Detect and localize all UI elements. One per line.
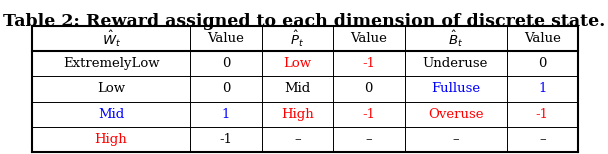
Text: 0: 0 [222,83,230,95]
Text: $\hat{P}_t$: $\hat{P}_t$ [291,28,305,49]
Text: Mid: Mid [284,83,311,95]
Text: Mid: Mid [98,108,124,121]
Text: -1: -1 [362,57,375,70]
Text: High: High [95,133,128,146]
Text: –: – [452,133,459,146]
Text: -1: -1 [536,108,549,121]
Text: $\hat{W}_t$: $\hat{W}_t$ [102,28,120,49]
Text: Table 2: Reward assigned to each dimension of discrete state.: Table 2: Reward assigned to each dimensi… [3,13,605,30]
Text: Value: Value [207,32,244,45]
Text: Low: Low [283,57,311,70]
Text: High: High [281,108,314,121]
Text: -1: -1 [219,133,232,146]
Text: –: – [294,133,301,146]
Text: $\hat{B}_t$: $\hat{B}_t$ [448,28,463,49]
Text: -1: -1 [362,108,375,121]
Text: 0: 0 [538,57,547,70]
Text: Value: Value [524,32,561,45]
Text: ExtremelyLow: ExtremelyLow [63,57,159,70]
Text: –: – [365,133,372,146]
Text: 0: 0 [222,57,230,70]
Text: 1: 1 [222,108,230,121]
Text: Fulluse: Fulluse [431,83,480,95]
Text: Underuse: Underuse [423,57,488,70]
Text: 1: 1 [538,83,547,95]
Text: –: – [539,133,545,146]
Text: Value: Value [350,32,387,45]
Text: 0: 0 [365,83,373,95]
Text: Low: Low [97,83,125,95]
Text: Overuse: Overuse [428,108,483,121]
